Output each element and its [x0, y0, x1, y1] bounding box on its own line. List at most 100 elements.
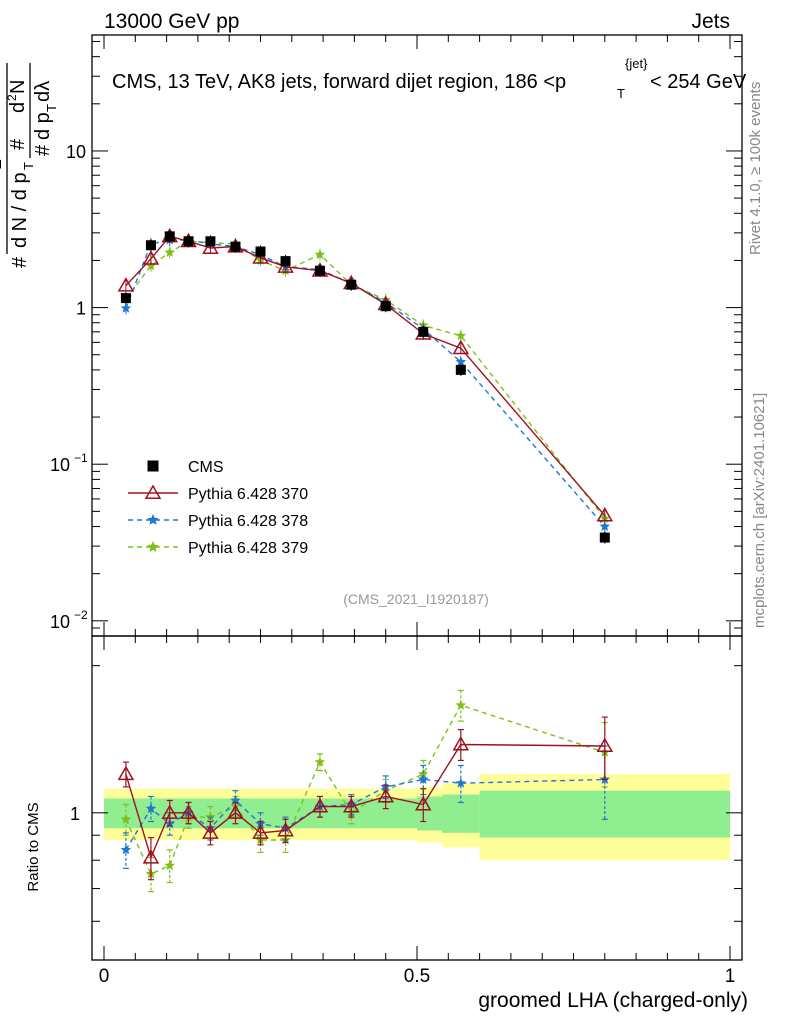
data-point — [280, 256, 291, 267]
ratio-y-axis-label: Ratio to CMS — [25, 802, 42, 891]
data-point — [455, 330, 467, 341]
data-point — [380, 301, 391, 312]
x-axis-label: groomed LHA (charged-only) — [478, 989, 748, 1012]
ratio-line — [125, 743, 605, 860]
main-ytick-text: 1 — [76, 299, 86, 319]
data-point — [455, 356, 467, 367]
data-point — [164, 231, 175, 242]
ratio-point — [117, 765, 135, 781]
ratio-point — [161, 804, 179, 819]
legend-marker — [147, 514, 159, 525]
svg-text:d N / d p: d N / d p — [9, 172, 31, 248]
ratio-point — [418, 774, 429, 784]
ratio-point — [164, 860, 175, 870]
main-ytick-label-0: 10 −2 — [50, 608, 88, 632]
ratio-point — [120, 844, 132, 855]
data-point — [120, 293, 131, 304]
ratio-point — [277, 822, 294, 837]
ratio-point — [452, 735, 470, 751]
energy-label: 13000 GeV pp — [104, 10, 239, 33]
main-ytick-exp: −1 — [74, 451, 88, 465]
legend-label: Pythia 6.428 378 — [188, 513, 308, 530]
data-point — [202, 239, 219, 255]
rivet-version-label: Rivet 4.1.0, ≥ 100k events — [747, 82, 764, 255]
ratio-point — [202, 824, 219, 839]
data-point — [596, 507, 614, 522]
ratio-point — [377, 787, 394, 803]
xtick-label-2: 1 — [725, 966, 736, 987]
ratio-point — [142, 849, 160, 864]
plot-title: CMS, 13 TeV, AK8 jets, forward dijet reg… — [112, 56, 747, 101]
data-point — [314, 265, 325, 276]
plot-title-sub: T — [617, 86, 625, 101]
data-point — [255, 246, 266, 257]
svg-text:d p: d p — [32, 112, 54, 140]
legend-marker — [144, 484, 162, 499]
data-point — [145, 260, 157, 271]
xtick-label-0: 0 — [99, 966, 110, 987]
legend-marker — [147, 541, 159, 552]
legend-entry-0: CMS — [147, 459, 224, 476]
data-point — [117, 277, 135, 292]
series-line — [125, 240, 606, 519]
ratio-point — [418, 768, 429, 779]
category-label: Jets — [691, 10, 730, 33]
ratio-point — [311, 798, 329, 813]
data-point — [599, 521, 610, 531]
ratio-axes: 10 0.5 1 — [70, 635, 743, 987]
ratio-line — [125, 704, 606, 875]
svg-text:#: # — [32, 144, 54, 156]
ratio-point — [227, 804, 244, 819]
series-cms — [120, 230, 610, 544]
ratio-point — [314, 756, 326, 767]
data-point — [230, 241, 241, 252]
legend-label: Pythia 6.428 370 — [188, 486, 308, 503]
svg-text:1: 1 — [0, 159, 6, 170]
main-panel: 10 −2 10 −1 1 10 (CMS_2021_I1920187) CMS Pythi… — [50, 34, 743, 637]
svg-text:N: N — [7, 80, 29, 94]
series-pythia-6.428-370 — [117, 227, 614, 522]
data-point — [145, 240, 156, 251]
series-line — [125, 239, 606, 527]
ratio-ytick-label: 1 — [70, 804, 80, 824]
data-point — [205, 236, 216, 247]
plot-title-main: CMS, 13 TeV, AK8 jets, forward dijet reg… — [112, 71, 566, 93]
plot-title-sup: {jet} — [625, 56, 648, 71]
svg-text:T: T — [21, 162, 36, 170]
data-point — [164, 246, 175, 257]
ratio-point — [342, 798, 360, 813]
svg-text:#: # — [7, 138, 29, 150]
ratio-point — [145, 803, 157, 814]
ratio-point — [180, 804, 197, 819]
ratio-point — [414, 795, 432, 811]
main-y-axis-label: # d N / d p T 1 # d p T dλ # d 2 N — [0, 63, 59, 268]
data-point — [599, 532, 610, 543]
ratio-point — [455, 777, 467, 788]
svg-text:2: 2 — [5, 94, 19, 101]
data-point — [418, 326, 429, 337]
ratio-series-pythia-6.428-370 — [117, 716, 614, 881]
main-ytick-label-1: 10 −1 — [50, 451, 88, 475]
data-point — [314, 249, 326, 259]
mcplots-label: mcplots.cern.ch [arXiv:2401.10621] — [751, 393, 768, 628]
legend-label: Pythia 6.428 379 — [188, 540, 308, 557]
svg-text:d: d — [7, 102, 29, 113]
svg-text:#: # — [9, 256, 31, 268]
data-point — [120, 302, 132, 313]
xtick-label-1: 0.5 — [404, 966, 430, 987]
ratio-point — [120, 813, 132, 824]
legend-marker — [147, 460, 159, 472]
band-inner-2 — [442, 794, 480, 833]
main-ytick-text: 10 — [50, 455, 70, 475]
ratio-point — [455, 699, 467, 710]
plot-title-tail: < 254 GeV — [650, 71, 747, 93]
legend-label: CMS — [188, 459, 224, 476]
legend-entry-3: Pythia 6.428 379 — [128, 540, 308, 557]
legend: CMS Pythia 6.428 370 Pythia 6.428 378 Pythi… — [128, 459, 308, 557]
ratio-uncertainty-band — [104, 774, 730, 861]
main-ytick-exp: −2 — [74, 608, 88, 622]
main-ytick-text: 10 — [66, 142, 86, 162]
legend-entry-2: Pythia 6.428 378 — [128, 513, 308, 530]
data-point — [455, 364, 466, 375]
legend-entry-1: Pythia 6.428 370 — [128, 484, 308, 503]
